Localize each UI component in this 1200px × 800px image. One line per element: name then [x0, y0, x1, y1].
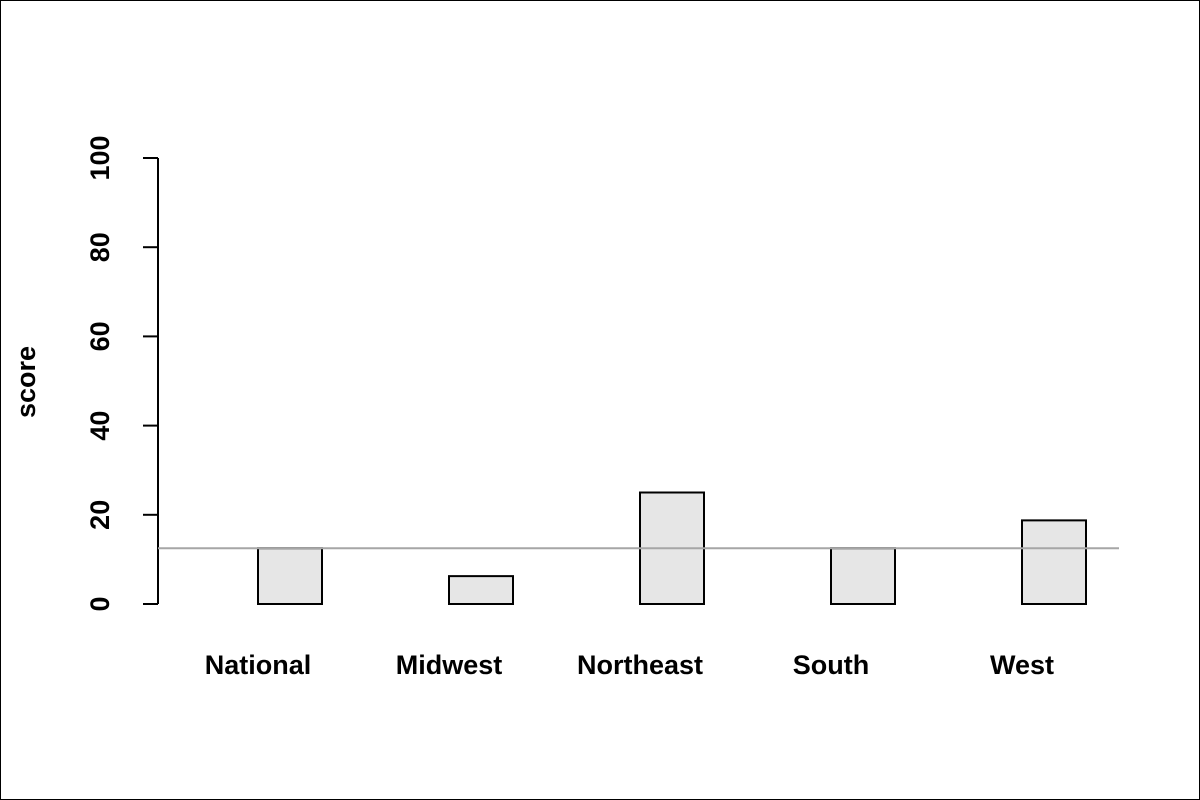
category-label-south: South: [793, 650, 869, 680]
y-axis-title: score: [11, 346, 41, 418]
bar-national-series-2: [257, 547, 323, 605]
y-tick-label: 40: [85, 411, 115, 441]
category-label-west: West: [990, 650, 1054, 680]
category-labels: National Midwest Northeast South West: [205, 650, 1054, 680]
category-label-national: National: [205, 650, 312, 680]
y-axis: 0 20 40 60 80 100: [85, 135, 159, 612]
y-tick-label: 0: [85, 596, 115, 611]
bar-south-series-2: [830, 547, 896, 605]
category-label-northeast: Northeast: [577, 650, 703, 680]
bar-midwest-series-2: [448, 575, 514, 605]
bar-west-series-2: [1021, 519, 1087, 605]
y-tick-label: 20: [85, 500, 115, 530]
y-tick-label: 100: [85, 135, 115, 180]
category-label-midwest: Midwest: [396, 650, 503, 680]
y-tick-label: 80: [85, 232, 115, 262]
y-tick-label: 60: [85, 321, 115, 351]
bars: [257, 491, 1087, 605]
